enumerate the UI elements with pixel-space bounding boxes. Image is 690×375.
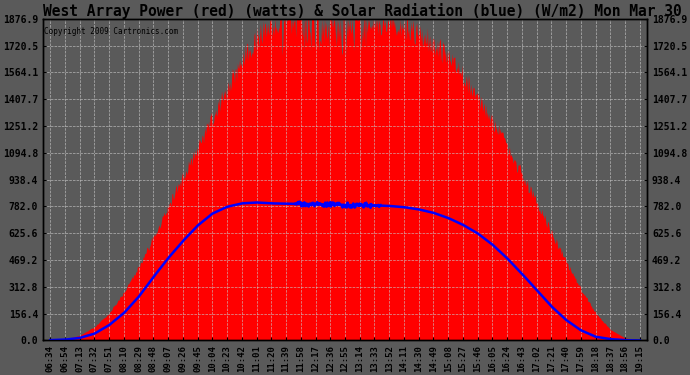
Text: Copyright 2009 Cartronics.com: Copyright 2009 Cartronics.com [44, 27, 178, 36]
Text: West Array Power (red) (watts) & Solar Radiation (blue) (W/m2) Mon Mar 30 19:16: West Array Power (red) (watts) & Solar R… [43, 3, 690, 19]
